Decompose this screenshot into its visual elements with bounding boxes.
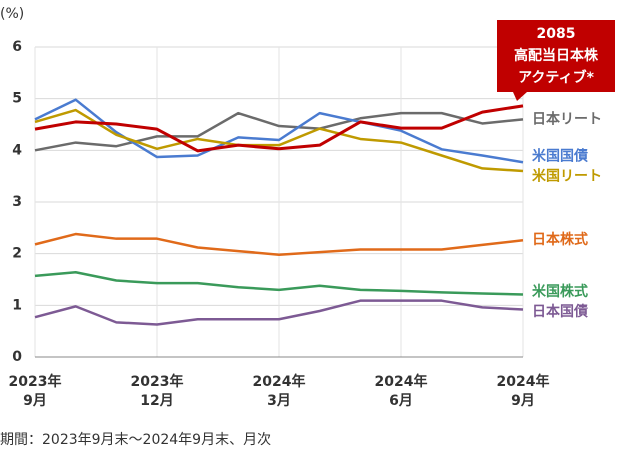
legend-label: 日本株式 [532, 231, 588, 248]
x-tick-label: 6月 [389, 393, 413, 409]
x-tick-label: 2024年 [497, 373, 550, 390]
legend-label: 日本リート [532, 110, 602, 127]
line-series [34, 98, 524, 164]
legend-label: アクティブ* [518, 69, 594, 86]
legend-label: 米国リート [532, 168, 602, 185]
x-tick-label: 2023年 [131, 373, 184, 390]
y-tick-label: 0 [12, 349, 22, 365]
footnote: 期間：2023年9月末～2024年9月末、月次 [0, 432, 271, 448]
x-tick-label: 2024年 [253, 373, 306, 390]
y-tick-label: 5 [12, 91, 22, 107]
line-series [34, 111, 524, 152]
legend-label: 米国国債 [532, 148, 588, 165]
legend-label: 米国株式 [532, 283, 588, 300]
x-tick-label: 3月 [267, 393, 291, 409]
legend-label: 高配当日本株 [514, 47, 599, 64]
x-tick-label: 2024年 [375, 373, 428, 390]
y-tick-label: 1 [12, 297, 22, 313]
x-tick-label: 2023年 [9, 373, 62, 390]
x-tick-label: 9月 [23, 393, 47, 409]
callout-pointer [513, 92, 527, 101]
y-tick-label: 4 [12, 142, 22, 158]
line-series [34, 299, 524, 326]
callout-box [497, 20, 615, 92]
line-series [34, 104, 524, 153]
line-series [34, 108, 524, 173]
x-tick-label: 12月 [140, 393, 173, 409]
x-tick-label: 9月 [511, 393, 535, 409]
y-tick-label: 2 [12, 246, 22, 262]
line-series [34, 271, 524, 296]
line-series [34, 232, 524, 256]
y-axis-label: (%) [0, 6, 24, 22]
y-tick-label: 6 [12, 39, 22, 55]
legend-label: 日本国債 [532, 303, 588, 320]
y-tick-label: 3 [12, 194, 22, 210]
legend-label: 2085 [537, 26, 576, 42]
